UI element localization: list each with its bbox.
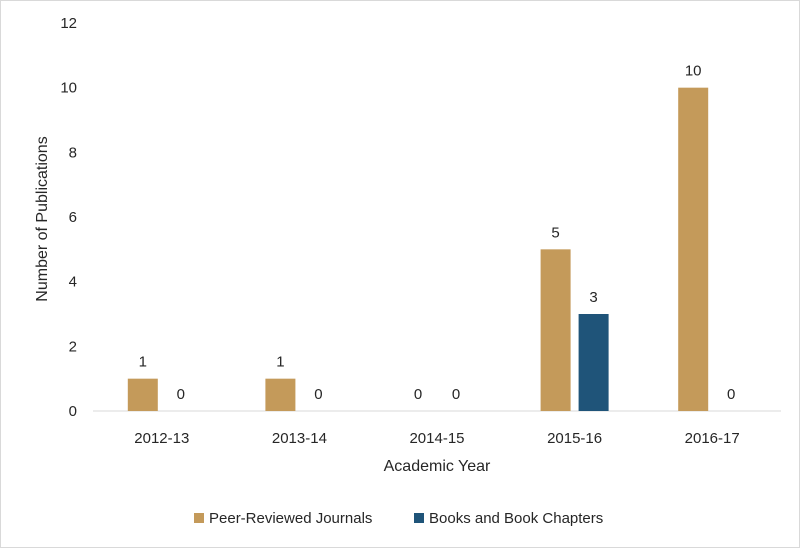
data-label: 1 <box>276 354 284 371</box>
data-label: 3 <box>589 289 597 306</box>
data-label: 5 <box>551 224 559 241</box>
data-label: 1 <box>139 354 147 371</box>
bar-peer-reviewed-journals-2012-13 <box>127 378 158 411</box>
y-tick-label: 10 <box>60 80 77 97</box>
legend-swatch <box>414 513 424 523</box>
data-label: 0 <box>177 386 185 403</box>
data-label: 0 <box>314 386 322 403</box>
data-label: 0 <box>727 386 735 403</box>
x-tick-label: 2015-16 <box>547 430 602 447</box>
bar-peer-reviewed-journals-2015-16 <box>540 249 571 411</box>
legend: Peer-Reviewed Journals Books and Book Cha… <box>194 510 603 527</box>
legend-label: Peer-Reviewed Journals <box>209 510 372 527</box>
legend-swatch <box>194 513 204 523</box>
y-tick-label: 8 <box>69 144 77 161</box>
y-tick-label: 4 <box>69 274 77 291</box>
y-tick-label: 6 <box>69 209 77 226</box>
bar-peer-reviewed-journals-2016-17 <box>678 87 709 412</box>
bar-peer-reviewed-journals-2013-14 <box>265 378 296 411</box>
bars <box>127 87 709 412</box>
y-tick-label: 12 <box>60 15 77 32</box>
x-axis-title: Academic Year <box>384 458 491 475</box>
data-label: 0 <box>414 386 422 403</box>
data-label: 0 <box>452 386 460 403</box>
y-tick-label: 2 <box>69 338 77 355</box>
y-axis-ticks: 0 2 4 6 8 10 12 <box>60 15 77 420</box>
y-axis-title: Number of Publications <box>34 136 51 301</box>
x-tick-label: 2014-15 <box>409 430 464 447</box>
x-axis-ticks: 2012-13 2013-14 2014-15 2015-16 2016-17 <box>134 430 739 447</box>
bar-books-and-book-chapters-2015-16 <box>578 314 609 411</box>
y-tick-label: 0 <box>69 403 77 420</box>
x-tick-label: 2012-13 <box>134 430 189 447</box>
legend-label: Books and Book Chapters <box>429 510 603 527</box>
data-label: 10 <box>685 63 702 80</box>
x-tick-label: 2013-14 <box>272 430 327 447</box>
x-tick-label: 2016-17 <box>685 430 740 447</box>
